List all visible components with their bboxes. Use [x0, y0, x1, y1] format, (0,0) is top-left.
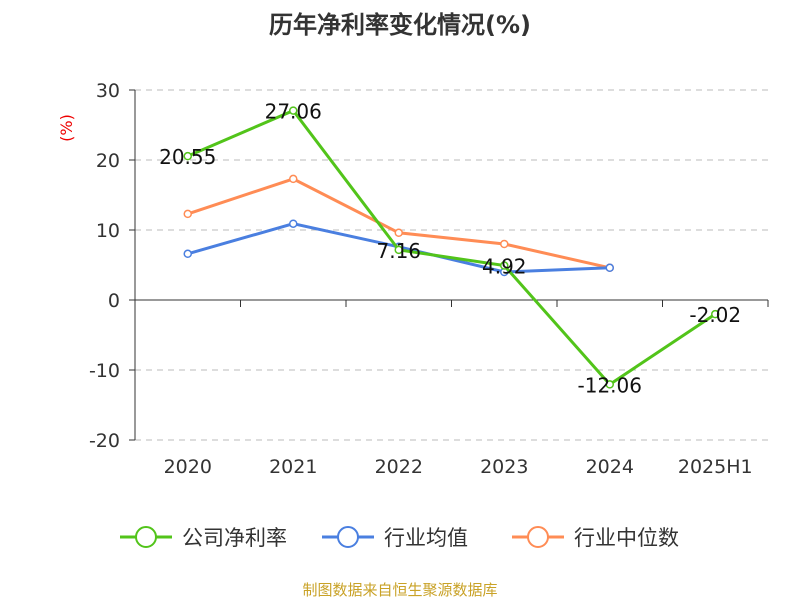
data-label: 7.16 [376, 239, 421, 263]
legend-marker-icon [337, 526, 359, 548]
data-label: 20.55 [159, 145, 216, 169]
x-tick-label: 2022 [375, 456, 423, 478]
y-tick-label: 30 [96, 80, 120, 102]
data-point [605, 380, 614, 389]
data-point [394, 228, 403, 238]
x-tick-label: 2025H1 [678, 456, 753, 478]
data-point [183, 209, 192, 219]
y-axis-label: (%) [57, 114, 76, 142]
data-label: 4.92 [482, 255, 527, 279]
y-tick-label: -10 [89, 360, 120, 382]
data-point [289, 106, 298, 115]
data-point [711, 309, 720, 319]
source-note: 制图数据来自恒生聚源数据库 [302, 581, 497, 599]
y-tick-label: 0 [108, 290, 120, 312]
data-point [183, 151, 192, 161]
y-tick-label: 20 [96, 150, 120, 172]
legend-marker-icon [135, 526, 157, 548]
series-line-0 [187, 108, 717, 387]
legend-label: 行业中位数 [574, 526, 679, 550]
legend-label: 行业均值 [384, 526, 468, 550]
data-point [500, 239, 509, 249]
x-tick-label: 2024 [586, 456, 634, 478]
data-point [605, 263, 614, 273]
data-label: 27.06 [265, 100, 322, 124]
x-tick-label: 2021 [269, 456, 317, 478]
x-tick-label: 2020 [164, 456, 212, 478]
x-tick-label: 2023 [480, 456, 528, 478]
data-point [289, 174, 298, 184]
chart-title: 历年净利率变化情况(%) [269, 11, 531, 39]
data-point [500, 261, 509, 270]
data-label: -2.02 [689, 303, 741, 327]
data-label: -12.06 [578, 373, 642, 397]
data-point [183, 249, 192, 259]
data-point [289, 219, 298, 228]
y-tick-label: 10 [96, 220, 120, 242]
legend-label: 公司净利率 [182, 526, 287, 550]
data-point [394, 245, 403, 255]
y-tick-label: -20 [89, 430, 120, 452]
legend-marker-icon [527, 526, 549, 548]
